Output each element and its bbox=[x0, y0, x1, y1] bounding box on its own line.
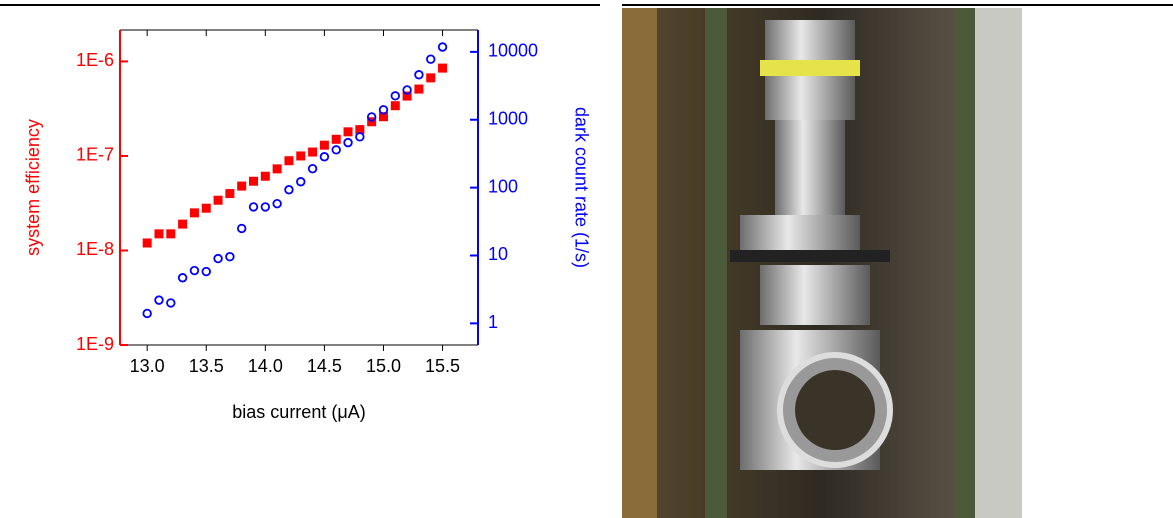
x-tick-label: 13.5 bbox=[189, 356, 224, 376]
point bbox=[154, 295, 164, 305]
y2-tick-label: 10 bbox=[488, 244, 508, 264]
point bbox=[237, 181, 247, 191]
point bbox=[366, 112, 377, 122]
x-tick-label: 15.5 bbox=[425, 356, 460, 376]
x-tick-label: 14.5 bbox=[307, 356, 342, 376]
point bbox=[343, 127, 353, 137]
photo bbox=[622, 8, 1022, 518]
point bbox=[355, 132, 365, 142]
point bbox=[437, 42, 448, 52]
x-tick-label: 13.0 bbox=[130, 356, 165, 376]
point bbox=[343, 137, 353, 148]
point bbox=[355, 125, 365, 135]
y2-tick-label: 100 bbox=[488, 176, 518, 196]
point bbox=[296, 151, 306, 161]
y2-axis-title: dark count rate (1/s) bbox=[571, 107, 591, 268]
point bbox=[378, 112, 388, 122]
point bbox=[201, 203, 211, 213]
y2-tick-label: 10000 bbox=[488, 41, 538, 61]
point bbox=[189, 208, 199, 218]
point bbox=[260, 171, 270, 181]
point bbox=[402, 91, 412, 101]
point bbox=[319, 152, 330, 162]
point bbox=[213, 253, 223, 264]
y-tick-label: 1E-7 bbox=[76, 145, 114, 165]
x-axis-title: bias current (μA) bbox=[232, 402, 365, 422]
point bbox=[178, 219, 188, 229]
point bbox=[154, 229, 164, 239]
y2-tick-label: 1000 bbox=[488, 108, 528, 128]
y-tick-label: 1E-9 bbox=[76, 334, 114, 354]
point bbox=[225, 189, 235, 199]
point bbox=[331, 134, 341, 144]
point bbox=[166, 229, 176, 239]
point bbox=[201, 266, 211, 277]
point bbox=[272, 198, 282, 209]
point bbox=[308, 147, 318, 157]
point bbox=[225, 251, 235, 262]
point bbox=[166, 298, 176, 308]
point bbox=[142, 238, 152, 248]
point bbox=[367, 117, 377, 127]
point bbox=[390, 101, 400, 111]
point bbox=[272, 164, 282, 174]
y-tick-label: 1E-8 bbox=[76, 239, 114, 259]
point bbox=[189, 265, 200, 276]
point bbox=[414, 70, 424, 80]
point bbox=[402, 85, 412, 95]
y2-tick-label: 1 bbox=[488, 312, 498, 332]
point bbox=[213, 195, 223, 205]
point bbox=[248, 202, 259, 212]
y-tick-label: 1E-6 bbox=[76, 50, 114, 70]
point bbox=[390, 91, 400, 101]
point bbox=[284, 156, 294, 166]
point bbox=[236, 223, 247, 234]
point bbox=[319, 140, 329, 150]
point bbox=[284, 185, 294, 195]
point bbox=[378, 105, 389, 115]
point bbox=[414, 84, 424, 94]
y-axis-title: system efficiency bbox=[23, 119, 43, 256]
point bbox=[426, 73, 436, 83]
point bbox=[249, 176, 259, 186]
x-tick-label: 15.0 bbox=[366, 356, 401, 376]
point bbox=[307, 163, 318, 174]
point bbox=[426, 54, 436, 64]
point bbox=[331, 145, 341, 155]
point bbox=[438, 63, 448, 73]
point bbox=[260, 202, 271, 212]
point bbox=[177, 273, 188, 283]
point bbox=[142, 308, 152, 319]
point bbox=[296, 177, 306, 187]
x-tick-label: 14.0 bbox=[248, 356, 283, 376]
